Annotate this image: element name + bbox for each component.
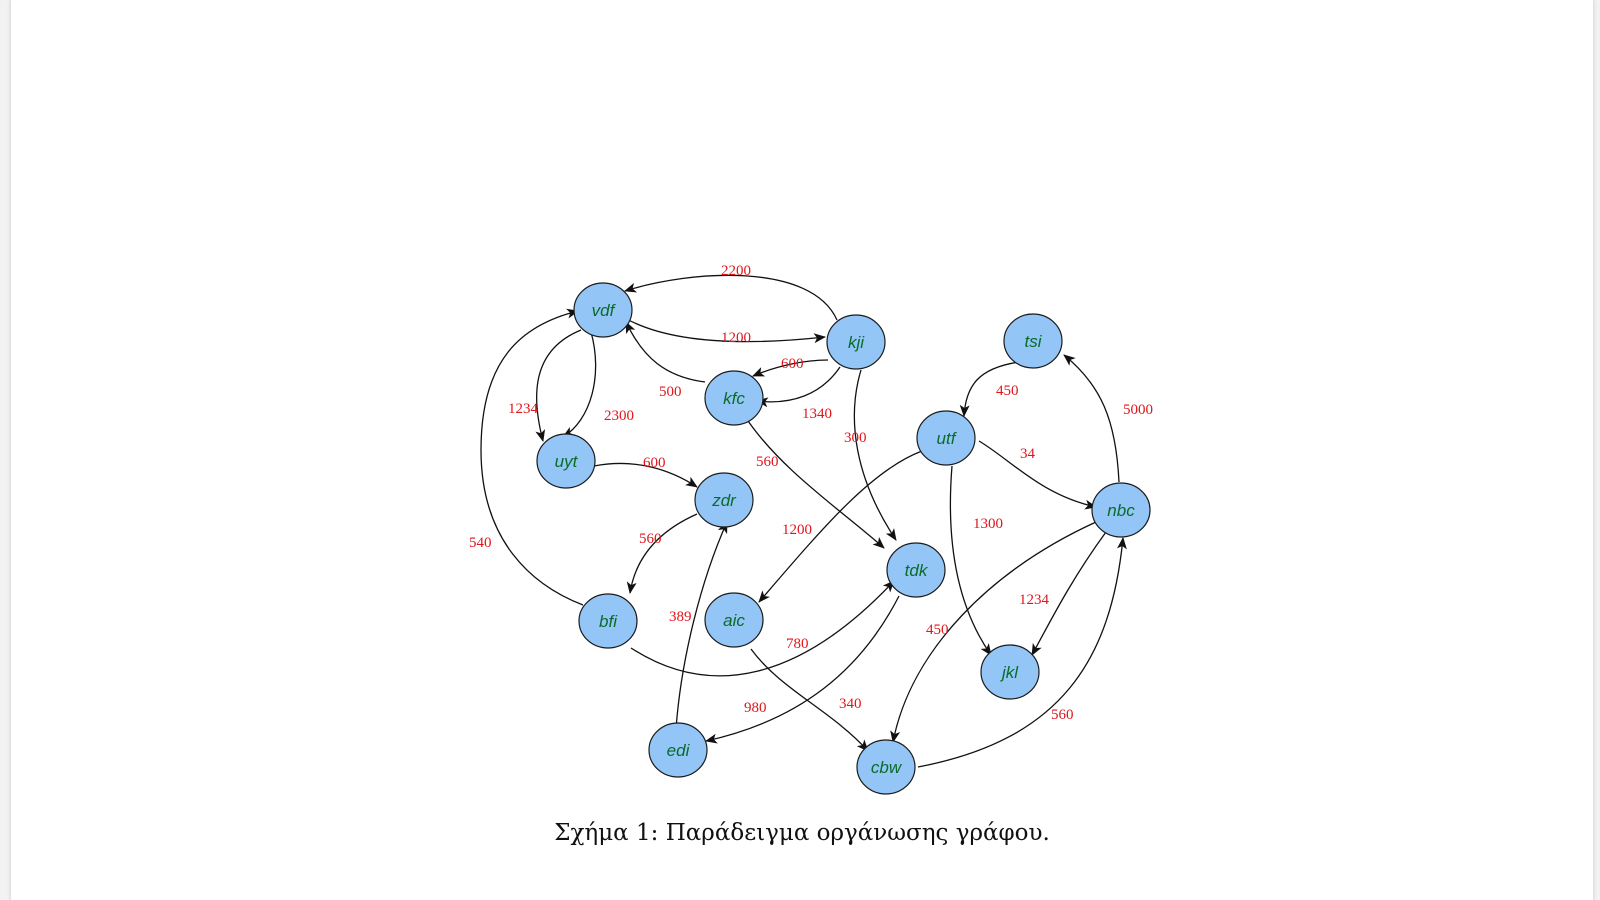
edge-kji-kfc-1340 [756,366,841,408]
edge-utf-nbc [978,440,1097,510]
node-jkl: jkl [980,644,1040,700]
node-edi: edi [648,722,708,778]
node-label-edi: edi [667,741,691,760]
node-aic: aic [704,592,764,648]
edge-tsi-utf [959,361,1020,417]
edge-kji-vdf [624,274,838,321]
edge-label-cbw-nbc: 560 [1051,707,1074,723]
edge-utf-jkl [949,465,992,656]
edge-zdr-bfi [626,513,698,594]
edge-kji-kfc-600 [752,359,829,377]
edge-label-kji-vdf: 2200 [721,263,751,279]
edge-label-vdf-uyt-1234: 1234 [508,401,539,417]
node-vdf: vdf [573,282,633,338]
edge-label-kji-kfc-600: 600 [781,356,804,372]
edge-cbw-nbc [917,537,1127,768]
node-zdr: zdr [694,472,754,528]
node-uyt: uyt [536,433,596,489]
node-cbw: cbw [856,739,916,795]
node-label-bfi: bfi [599,612,618,631]
node-label-cbw: cbw [871,758,903,777]
document-page: 2200 1200 600 1340 500 1234 2300 600 300… [10,0,1594,900]
edge-vdf-kji [622,316,826,344]
edge-uyt-zdr [593,462,698,488]
edge-label-nbc-cbw: 450 [926,622,949,638]
edge-tdk-edi [705,595,900,744]
node-bfi: bfi [578,593,638,649]
edge-label-zdr-bfi: 560 [639,531,662,547]
edge-utf-aic [758,450,923,603]
edge-nbc-cbw [890,521,1097,743]
edge-label-uyt-zdr: 600 [643,455,666,471]
figure-caption-text: Παράδειγμα οργάνωσης γράφου. [665,820,1050,846]
node-nbc: nbc [1091,482,1151,538]
node-label-tsi: tsi [1025,332,1043,351]
node-tdk: tdk [886,542,946,598]
graph-figure: 2200 1200 600 1340 500 1234 2300 600 300… [469,263,1153,795]
nodes: vdf kji kfc uyt zdr bfi [536,282,1151,795]
edge-label-kji-tdk: 300 [844,430,867,446]
node-label-aic: aic [723,611,745,630]
edge-kfc-vdf [625,321,706,383]
figure-caption: Σχήμα 1: Παράδειγμα οργάνωσης γράφου. [11,820,1593,846]
node-label-kji: kji [848,333,865,352]
edge-label-kfc-vdf: 500 [659,384,682,400]
edge-label-utf-jkl: 1300 [973,516,1003,532]
edge-kfc-tdk [745,417,885,549]
node-tsi: tsi [1003,313,1063,369]
node-utf: utf [916,410,976,466]
node-label-vdf: vdf [592,301,617,320]
node-label-kfc: kfc [723,389,745,408]
edge-nbc-tsi [1063,354,1120,483]
edge-label-aic-cbw: 340 [839,696,862,712]
edge-label-utf-aic: 1200 [782,522,812,538]
edge-label-vdf-kji: 1200 [721,330,751,346]
edge-label-vdf-uyt-2300: 2300 [604,408,634,424]
edge-kji-tdk [853,369,897,541]
edge-label-utf-nbc: 34 [1020,446,1036,462]
edge-bfi-tdk [630,580,895,677]
node-label-utf: utf [937,429,958,448]
edges [480,274,1127,768]
edge-vdf-uyt-1234 [535,329,582,442]
edge-label-nbc-jkl: 1234 [1019,592,1050,608]
edge-label-kji-kfc-1340: 1340 [802,406,832,422]
edge-label-bfi-tdk: 780 [786,636,809,652]
edge-label-edi-zdr: 389 [669,609,692,625]
edge-vdf-uyt-2300 [562,331,597,438]
node-label-uyt: uyt [555,452,579,471]
edge-nbc-jkl [1031,531,1107,656]
node-label-jkl: jkl [1000,663,1019,682]
edge-edi-zdr [675,521,728,730]
node-label-zdr: zdr [711,491,737,510]
node-label-tdk: tdk [905,561,929,580]
edge-label-kfc-tdk: 560 [756,454,779,470]
figure-caption-prefix: Σχήμα 1: [554,820,659,846]
edge-label-tdk-edi: 980 [744,700,767,716]
node-label-nbc: nbc [1107,501,1135,520]
edge-label-tsi-utf: 450 [996,383,1019,399]
node-kji: kji [826,314,886,370]
edge-label-nbc-tsi: 5000 [1123,402,1153,418]
edge-bfi-vdf [480,308,584,606]
edge-labels: 2200 1200 600 1340 500 1234 2300 600 300… [469,263,1153,723]
edge-aic-cbw [750,648,869,752]
node-kfc: kfc [704,370,764,426]
edge-label-bfi-vdf: 540 [469,535,492,551]
